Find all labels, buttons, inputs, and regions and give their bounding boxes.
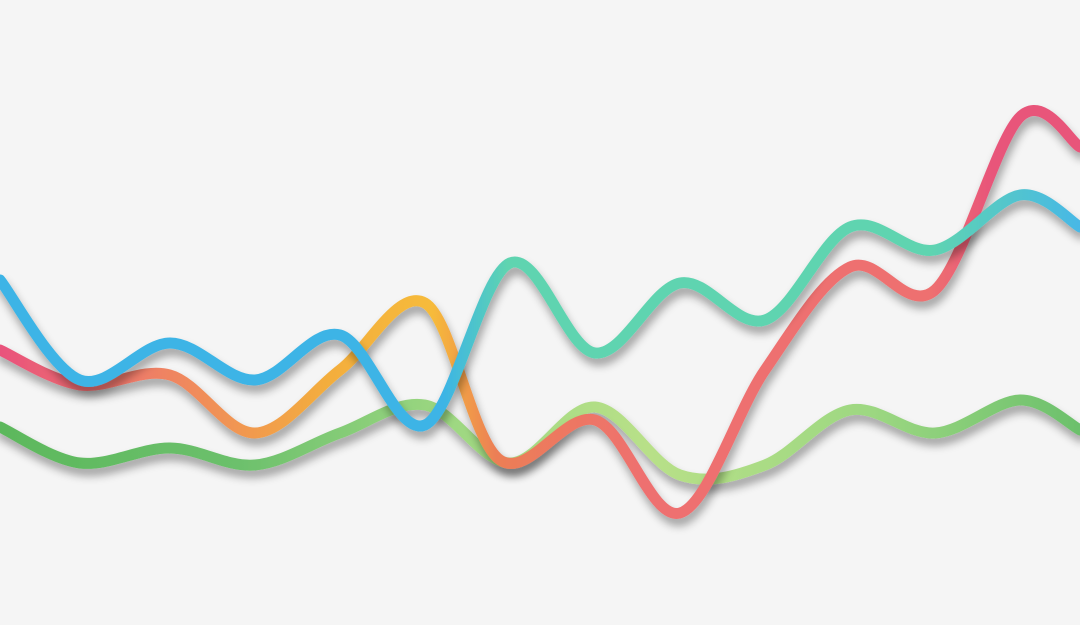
series-layer <box>0 105 1080 519</box>
series-line-blue-teal <box>0 189 1080 432</box>
series-line-pink-orange <box>0 105 1080 519</box>
